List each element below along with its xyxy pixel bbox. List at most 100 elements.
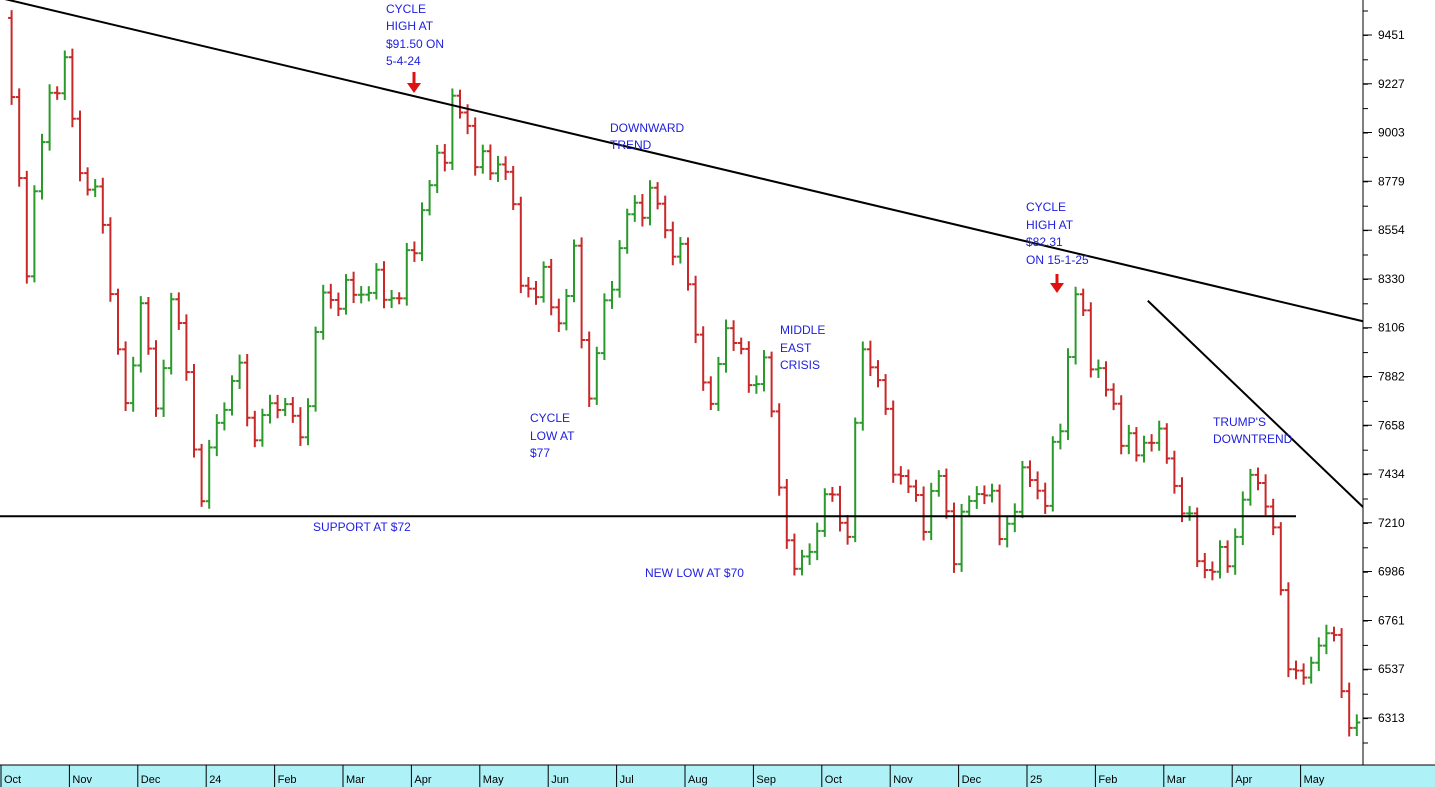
x-tick-label: May	[1304, 774, 1325, 786]
price-bar	[144, 297, 152, 355]
price-bar	[220, 402, 228, 431]
y-tick-label: 9451	[1378, 28, 1405, 42]
price-bar	[547, 258, 555, 316]
price-bar	[114, 288, 122, 355]
price-bar	[1353, 714, 1361, 737]
price-bar	[1049, 436, 1057, 512]
price-bar	[152, 340, 160, 417]
x-tick-label: Apr	[414, 774, 431, 786]
price-bar	[1041, 482, 1049, 514]
price-bar	[205, 439, 213, 509]
x-tick-label: Aug	[688, 774, 708, 786]
price-bar	[296, 407, 304, 446]
price-bar	[1300, 663, 1308, 685]
price-bar	[638, 194, 646, 227]
price-bar	[456, 89, 464, 119]
price-bar	[631, 195, 639, 222]
x-tick-label: Mar	[1167, 774, 1186, 786]
y-tick-label: 7210	[1378, 516, 1405, 530]
price-bar	[236, 354, 244, 390]
price-bar	[616, 240, 624, 298]
x-tick-label: Sep	[756, 774, 776, 786]
price-bar	[418, 202, 426, 262]
price-bar	[1193, 507, 1201, 568]
price-bar	[540, 261, 548, 303]
price-bar	[859, 341, 867, 431]
arrow-down-icon	[1050, 274, 1064, 293]
annotation-cycle-high-2024: CYCLE HIGH AT $91.50 ON 5-4-24	[386, 2, 447, 68]
price-bar	[266, 394, 274, 424]
price-bar	[1315, 637, 1323, 672]
x-tick-label: Oct	[4, 774, 21, 786]
price-bar	[866, 340, 874, 377]
price-bar	[91, 179, 99, 198]
price-bar	[692, 275, 700, 344]
price-bar	[1277, 522, 1285, 596]
price-bar	[821, 488, 829, 537]
price-bar	[68, 48, 76, 128]
price-bar	[357, 286, 365, 304]
price-bar	[1208, 561, 1216, 581]
x-tick-label: Jul	[620, 774, 634, 786]
y-tick-label: 8106	[1378, 321, 1405, 335]
price-bar	[327, 283, 335, 309]
price-bar	[1094, 359, 1102, 378]
price-bar	[988, 483, 996, 503]
annotations: CYCLE HIGH AT $91.50 ON 5-4-24 DOWNWARD …	[313, 2, 1293, 580]
price-bar	[828, 486, 836, 502]
price-bar	[555, 298, 563, 332]
annotation-downward-trend: DOWNWARD TREND	[610, 121, 688, 152]
price-bar	[669, 221, 677, 266]
price-bar	[889, 400, 897, 483]
price-bar	[927, 482, 935, 541]
price-bar	[646, 180, 654, 226]
price-bar	[198, 443, 206, 507]
price-bar	[1330, 626, 1338, 642]
price-bar	[1246, 468, 1254, 506]
price-bar	[608, 281, 616, 309]
price-bar	[1239, 491, 1247, 546]
price-bar	[1201, 552, 1209, 579]
price-bar	[1345, 682, 1353, 737]
x-tick-label: Nov	[893, 774, 913, 786]
price-bar	[707, 376, 715, 411]
price-bar	[1186, 506, 1194, 521]
y-tick-label: 9227	[1378, 77, 1405, 91]
price-bar	[562, 288, 570, 331]
price-bar	[190, 364, 198, 458]
price-bar	[965, 495, 973, 518]
price-bar	[251, 410, 259, 448]
price-bar	[1011, 503, 1019, 533]
price-bar	[1079, 288, 1087, 317]
annotation-cycle-low: CYCLE LOW AT $77	[530, 411, 578, 460]
price-bar	[38, 133, 46, 200]
x-tick-label: Dec	[962, 774, 982, 786]
price-bar	[996, 484, 1004, 546]
price-bar	[84, 167, 92, 196]
y-tick-label: 6313	[1378, 711, 1405, 725]
price-bar	[532, 281, 540, 305]
x-tick-label: 24	[209, 774, 221, 786]
price-bar	[760, 350, 768, 392]
price-bar	[350, 271, 358, 303]
price-bar	[593, 346, 601, 405]
price-bar	[213, 414, 221, 457]
price-bar	[1034, 471, 1042, 500]
price-bar	[768, 351, 776, 418]
price-bar	[509, 166, 517, 210]
y-axis-panel	[1363, 0, 1435, 765]
price-bar	[1140, 435, 1148, 463]
annotation-cycle-high-2025: CYCLE HIGH AT $82.31 ON 15-1-25	[1026, 200, 1089, 267]
x-tick-label: Jun	[551, 774, 569, 786]
price-bar	[46, 84, 54, 151]
price-bar	[806, 543, 814, 565]
price-bar	[289, 397, 297, 423]
y-axis: 6313 6537 6761 6986 7210 7434 7658 7882 8106 8330…	[1362, 0, 1435, 765]
price-bar	[228, 375, 236, 416]
price-bar	[486, 144, 494, 181]
price-bar	[1338, 628, 1346, 698]
y-tick-label: 6986	[1378, 565, 1405, 579]
price-bar	[410, 241, 418, 262]
